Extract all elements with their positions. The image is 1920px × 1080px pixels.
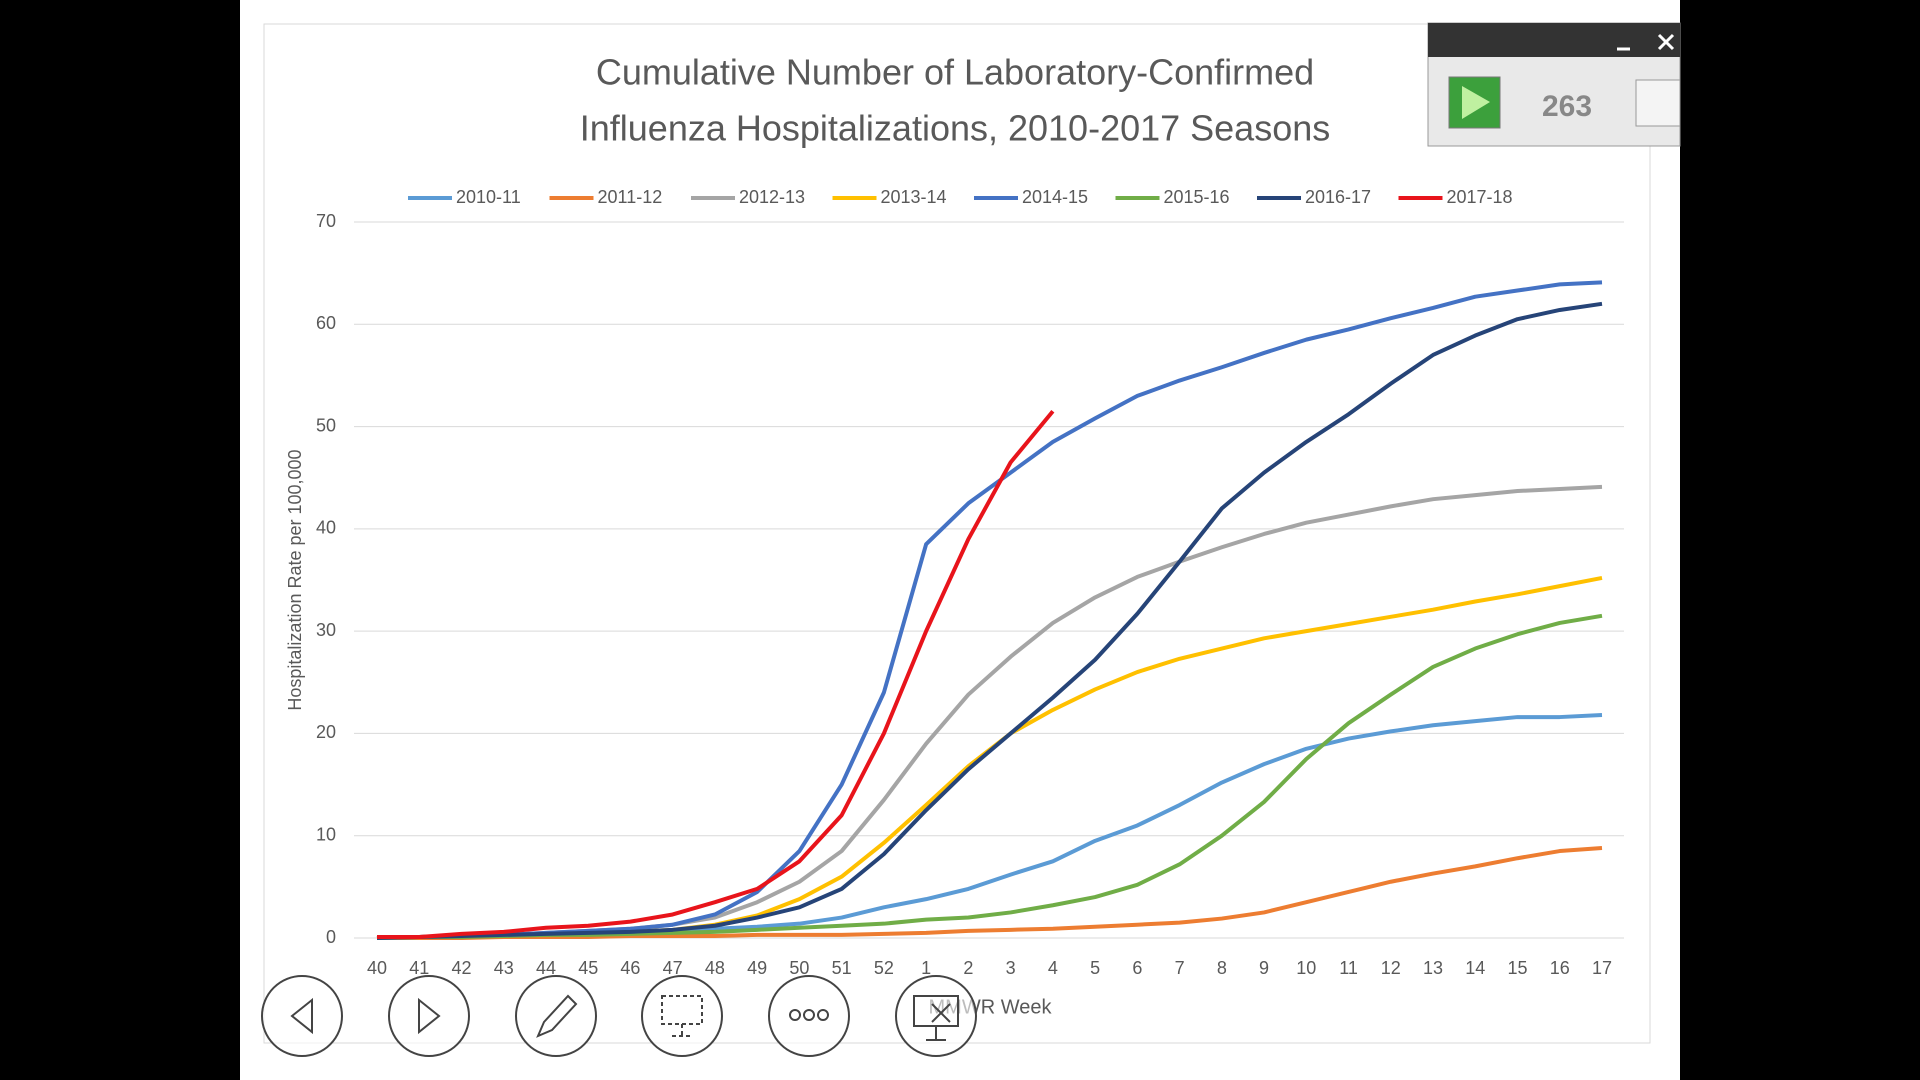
y-tick-label: 70 [316, 211, 336, 231]
series-line [377, 845, 1603, 940]
next-button[interactable] [388, 975, 470, 1057]
y-tick-label: 20 [316, 722, 336, 742]
legend-label: 2014-15 [1022, 187, 1088, 207]
x-tick-label: 1 [921, 958, 931, 978]
more-dot [817, 1009, 829, 1021]
chart-title: Cumulative Number of Laboratory-Confirme… [596, 52, 1314, 93]
x-tick-label: 16 [1550, 958, 1570, 978]
slide [240, 0, 1680, 1080]
x-tick-label: 4 [1048, 958, 1058, 978]
legend-label: 2011-12 [598, 187, 663, 207]
legend-label: 2017-18 [1447, 187, 1513, 207]
x-tick-label: 47 [663, 958, 683, 978]
x-tick-label: 42 [451, 958, 471, 978]
x-tick-label: 9 [1259, 958, 1269, 978]
timer-widget: 263 [1427, 22, 1681, 147]
y-tick-label: 40 [316, 518, 336, 538]
previous-button[interactable] [261, 975, 343, 1057]
series-line [377, 409, 1055, 939]
end-show-icon [913, 995, 959, 1041]
series-line [376, 301, 1603, 940]
x-tick-label: 40 [367, 958, 387, 978]
pen-button[interactable] [515, 975, 597, 1057]
x-tick-label: 10 [1296, 958, 1316, 978]
slideshow-toolbar [261, 975, 977, 1057]
legend-label: 2015-16 [1164, 187, 1230, 207]
x-tick-label: 43 [494, 958, 514, 978]
x-tick-label: 44 [536, 958, 556, 978]
y-tick-label: 60 [316, 313, 336, 333]
legend-label: 2013-14 [881, 187, 947, 207]
counter: 263 [1542, 90, 1592, 123]
x-tick-label: 46 [620, 958, 640, 978]
x-tick-label: 41 [409, 958, 429, 978]
x-tick-label: 3 [1006, 958, 1016, 978]
previous-icon [290, 997, 313, 1035]
x-tick-label: 13 [1423, 958, 1443, 978]
x-tick-label: 2 [963, 958, 973, 978]
x-tick-label: 5 [1090, 958, 1100, 978]
chart-subtitle: Influenza Hospitalizations, 2010-2017 Se… [580, 108, 1331, 149]
x-tick-label: 15 [1508, 958, 1528, 978]
x-tick-label: 11 [1339, 958, 1358, 978]
x-tick-label: 12 [1381, 958, 1401, 978]
x-tick-label: 6 [1132, 958, 1142, 978]
play-icon [1462, 86, 1490, 119]
x-tick-label: 14 [1465, 958, 1485, 978]
slides-button[interactable] [641, 975, 723, 1057]
more-dot [789, 1009, 801, 1021]
x-tick-label: 45 [578, 958, 598, 978]
more-button[interactable] [768, 975, 850, 1057]
legend-label: 2012-13 [739, 187, 805, 207]
y-axis-label: Hospitalization Rate per 100,000 [285, 449, 305, 710]
y-tick-label: 30 [316, 620, 336, 640]
x-tick-label: 7 [1175, 958, 1185, 978]
x-tick-label: 17 [1592, 958, 1612, 978]
close-button[interactable] [1657, 33, 1675, 51]
x-tick-label: 51 [832, 958, 852, 978]
x-tick-label: 50 [789, 958, 809, 978]
x-tick-label: 48 [705, 958, 725, 978]
x-tick-label: 52 [874, 958, 894, 978]
widget-bar [1428, 23, 1680, 57]
more-dot [803, 1009, 815, 1021]
x-tick-label: 8 [1217, 958, 1227, 978]
y-tick-label: 10 [316, 824, 336, 844]
end-show-button[interactable] [895, 975, 977, 1057]
y-tick-label: 0 [326, 927, 336, 947]
legend-label: 2016-17 [1305, 187, 1371, 207]
x-tick-label: 49 [747, 958, 767, 978]
next-icon [418, 997, 441, 1035]
y-tick-label: 50 [316, 415, 336, 435]
legend-label: 2010-11 [456, 187, 521, 207]
slides-icon [661, 995, 703, 1037]
pen-icon [536, 994, 578, 1038]
restore-button[interactable] [1635, 79, 1681, 127]
